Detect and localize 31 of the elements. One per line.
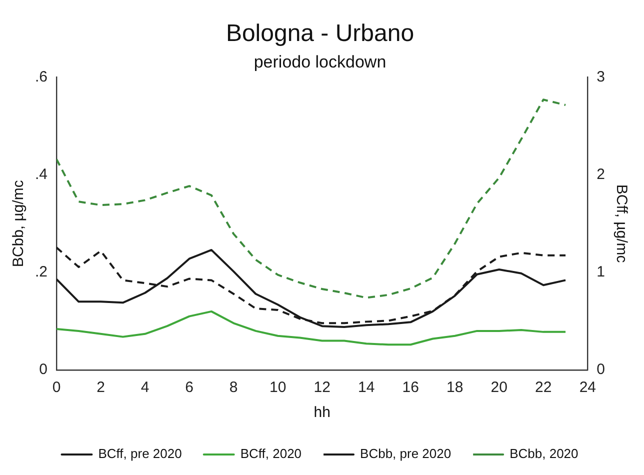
x-tick-label: 20 — [490, 379, 508, 396]
x-tick-label: 18 — [446, 379, 464, 396]
y-tick-label: .6 — [34, 68, 48, 86]
x-tick-label: 0 — [52, 379, 61, 396]
y2-tick-label: 0 — [596, 361, 605, 378]
x-tick-label: 12 — [314, 379, 330, 396]
chart-title: Bologna - Urbano — [226, 20, 414, 48]
y2-tick-label: 1 — [596, 264, 605, 281]
x-tick-label: 2 — [96, 379, 105, 396]
x-tick-label: 6 — [185, 379, 194, 396]
chart-subtitle: periodo lockdown — [254, 52, 386, 72]
x-axis-title: hh — [314, 404, 330, 422]
x-tick-label: 24 — [579, 379, 596, 396]
line-series — [56, 98, 567, 299]
x-tick-label: 8 — [229, 379, 238, 396]
y-tick-label: .2 — [34, 264, 48, 281]
x-tick-label: 22 — [535, 379, 552, 396]
legend-label: BCbb, pre 2020 — [360, 446, 452, 462]
x-tick-label: 4 — [140, 379, 150, 396]
x-tick-label: 16 — [402, 379, 419, 396]
x-tick-label: 14 — [358, 379, 375, 396]
x-tick-label: 10 — [269, 379, 286, 396]
y2-tick-label: 3 — [596, 68, 605, 86]
y2-tick-label: 2 — [596, 166, 605, 183]
y-axis-title: BCbb, µg/mc — [10, 180, 28, 268]
legend-label: BCff, pre 2020 — [98, 446, 182, 462]
legend-label: BCff, 2020 — [240, 446, 302, 462]
y-tick-label: 0 — [39, 361, 48, 378]
y2-axis-title: BCff, µg/mc — [612, 184, 630, 264]
legend-label: BCbb, 2020 — [510, 446, 578, 462]
y-tick-label: .4 — [34, 166, 48, 183]
